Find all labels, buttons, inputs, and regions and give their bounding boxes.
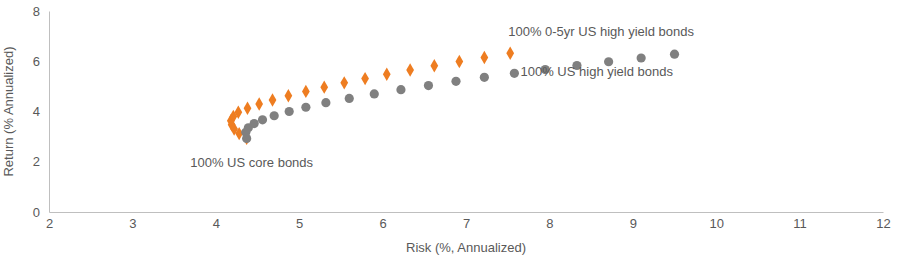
x-tick-label: 5 <box>296 216 303 231</box>
point <box>234 106 242 119</box>
point <box>383 68 391 81</box>
chart: 2345678910111202468100% 0-5yr US high yi… <box>0 0 900 258</box>
series <box>227 46 514 145</box>
y-tick-label: 6 <box>33 54 40 69</box>
point <box>637 53 646 62</box>
point <box>370 89 379 98</box>
point <box>255 97 263 110</box>
point <box>302 85 310 98</box>
point <box>510 69 519 78</box>
x-axis: 2 3 4 5 6 7 8 9 10 11 12 <box>46 212 891 231</box>
y-tick-label: 4 <box>33 104 40 119</box>
x-tick: 7 <box>463 212 470 231</box>
point <box>455 55 463 68</box>
point <box>406 63 414 76</box>
point <box>670 50 679 59</box>
x-tick: 6 <box>379 212 386 231</box>
point <box>269 93 277 106</box>
point <box>270 111 279 120</box>
annotation: 100% US core bonds <box>190 155 313 170</box>
y-tick-label: 0 <box>33 205 40 220</box>
point <box>285 107 294 116</box>
point <box>480 73 489 82</box>
point <box>345 94 354 103</box>
y-tick: 2 <box>33 154 49 169</box>
y-axis-line <box>49 12 50 213</box>
point <box>340 76 348 89</box>
y-tick: 4 <box>33 104 49 119</box>
x-tick-label: 2 <box>46 216 53 231</box>
x-tick: 8 <box>546 212 553 231</box>
x-tick-label: 11 <box>793 216 807 231</box>
annotation: 100% 0-5yr US high yield bonds <box>508 24 694 39</box>
point <box>250 119 259 128</box>
y-tick-label: 8 <box>33 4 40 19</box>
point <box>451 77 460 86</box>
point <box>284 89 292 102</box>
x-tick-label: 4 <box>213 216 220 231</box>
x-axis-title: Risk (%, Annualized) <box>406 240 526 255</box>
point <box>506 46 514 59</box>
x-tick-label: 6 <box>379 216 386 231</box>
x-tick: 12 <box>876 212 890 231</box>
y-axis: 0 2 4 6 8 <box>33 4 50 220</box>
x-tick-label: 10 <box>709 216 723 231</box>
x-tick-label: 3 <box>129 216 136 231</box>
y-tick: 6 <box>33 54 49 69</box>
y-tick-label: 2 <box>33 154 40 169</box>
point <box>361 72 369 85</box>
x-tick: 9 <box>630 212 637 231</box>
series <box>241 50 679 143</box>
y-tick: 8 <box>33 4 49 19</box>
point <box>244 102 252 115</box>
x-tick: 11 <box>793 212 807 231</box>
point <box>321 98 330 107</box>
x-axis-line <box>50 212 884 213</box>
point <box>430 59 438 72</box>
x-tick: 10 <box>709 212 723 231</box>
plot: 2345678910111202468100% 0-5yr US high yi… <box>33 4 891 232</box>
x-tick: 5 <box>296 212 303 231</box>
point <box>480 51 488 64</box>
x-tick-label: 12 <box>876 216 890 231</box>
x-tick-label: 8 <box>546 216 553 231</box>
point <box>258 115 267 124</box>
point <box>301 103 310 112</box>
x-tick: 3 <box>129 212 136 231</box>
x-tick-label: 7 <box>463 216 470 231</box>
x-tick: 4 <box>213 212 220 231</box>
points <box>227 46 679 145</box>
y-axis-title: Return (% Annualized) <box>1 46 16 176</box>
point <box>396 85 405 94</box>
y-tick: 0 <box>33 205 49 220</box>
point <box>424 81 433 90</box>
x-tick: 2 <box>46 212 53 231</box>
x-tick-label: 9 <box>630 216 637 231</box>
annotation: 100% US high yield bonds <box>521 64 674 79</box>
point <box>320 80 328 93</box>
